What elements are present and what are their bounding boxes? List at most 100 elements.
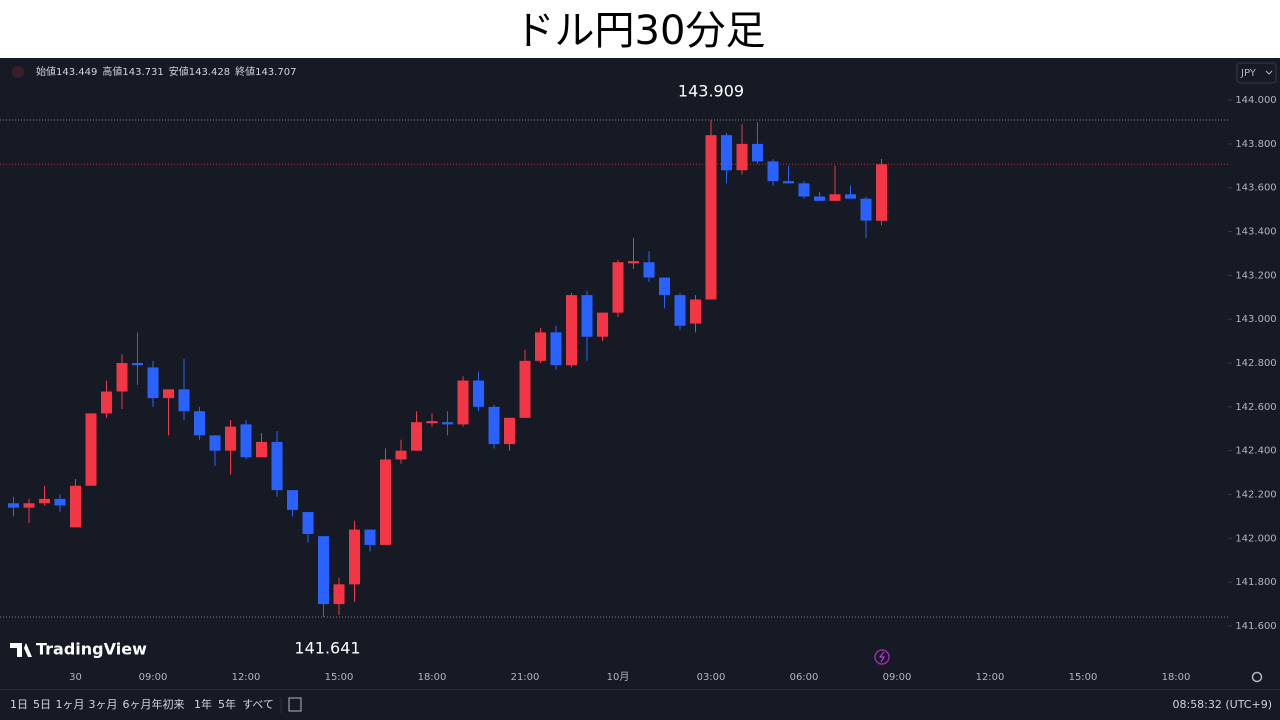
x-tick-label: 30	[69, 672, 82, 683]
candle-body	[519, 360, 531, 418]
candle-body	[690, 299, 701, 324]
y-tick-label: 143.800	[1235, 139, 1276, 150]
legend-value: 143.449	[56, 67, 97, 78]
candle-body	[674, 295, 686, 326]
candle-body	[643, 262, 655, 278]
candle-body	[8, 503, 19, 508]
candle-body	[23, 503, 35, 508]
candle-body	[101, 391, 112, 414]
candle-body	[442, 422, 453, 425]
range-button[interactable]: 年初来	[152, 697, 185, 711]
legend-label: 終値	[235, 65, 255, 78]
x-tick-label: 18:00	[1162, 672, 1191, 683]
candle-body	[178, 389, 190, 412]
chart-background	[0, 58, 1280, 720]
y-tick-label: 142.200	[1235, 490, 1276, 501]
candle-body	[705, 135, 717, 300]
candle-body	[628, 261, 639, 264]
candle-body	[473, 380, 484, 407]
candle-body	[767, 161, 779, 182]
candle-body	[814, 196, 825, 201]
y-tick-label: 142.400	[1235, 446, 1276, 457]
legend-label: 安値	[169, 65, 189, 78]
candle-body	[612, 262, 624, 313]
candle-body	[163, 389, 174, 399]
currency-caret	[1265, 70, 1273, 75]
x-tick-label: 09:00	[883, 672, 912, 683]
candle-body	[783, 181, 794, 184]
candle-body	[860, 198, 872, 221]
low-label: 141.641	[294, 639, 360, 658]
x-tick-label: 12:00	[232, 672, 261, 683]
candle-body	[876, 164, 887, 221]
legend-value: 143.428	[189, 67, 230, 78]
candle-body	[411, 422, 422, 451]
y-tick-label: 142.000	[1235, 533, 1276, 544]
x-tick-label: 15:00	[325, 672, 354, 683]
candle-body	[845, 194, 856, 199]
candle-body	[116, 363, 128, 392]
candle-body	[287, 490, 298, 510]
candle-body	[147, 367, 159, 399]
legend-label: 高値	[102, 65, 122, 78]
candle-body	[209, 435, 221, 451]
candle-body	[550, 332, 562, 366]
settings-icon[interactable]	[1251, 671, 1263, 683]
candle-body	[70, 485, 81, 528]
candle-body	[504, 417, 515, 445]
legend-value: 143.731	[122, 67, 163, 78]
candle-body	[566, 295, 577, 366]
x-tick-label: 10月	[607, 671, 630, 683]
high-label: 143.909	[678, 82, 744, 101]
candle-body	[535, 332, 546, 361]
range-button[interactable]: 5日	[33, 698, 51, 711]
date-range-icon[interactable]	[288, 697, 302, 712]
range-button[interactable]: 1年	[194, 697, 212, 711]
range-button[interactable]: 5年	[218, 697, 236, 711]
y-tick-label: 143.600	[1235, 183, 1276, 194]
candle-body	[457, 380, 469, 425]
currency[interactable]: JPY	[1240, 68, 1257, 79]
alert-icon[interactable]	[874, 649, 890, 665]
clock: 08:58:32 (UTC+9)	[1172, 698, 1272, 711]
candle-body	[240, 424, 252, 458]
range-button[interactable]: 3ヶ月	[89, 698, 118, 711]
candle-body	[333, 584, 345, 605]
candle-body	[271, 441, 283, 491]
x-tick-label: 12:00	[976, 672, 1005, 683]
candle-body	[659, 277, 670, 296]
y-tick-label: 143.000	[1235, 314, 1276, 325]
candle-body	[349, 529, 360, 585]
y-tick-label: 143.400	[1235, 227, 1276, 238]
candle-body	[364, 529, 376, 545]
title-band	[0, 0, 1280, 58]
y-tick-label: 142.800	[1235, 358, 1276, 369]
x-tick-label: 09:00	[139, 672, 168, 683]
candle-body	[395, 450, 407, 460]
range-button[interactable]: 1ヶ月	[56, 698, 85, 711]
chart-title: ドル円30分足	[515, 8, 766, 54]
range-button[interactable]: すべて	[242, 698, 274, 711]
currency-box[interactable]	[1236, 62, 1277, 84]
x-tick-label: 06:00	[790, 672, 819, 683]
candle-body	[721, 135, 732, 171]
x-tick-label: 03:00	[697, 672, 726, 683]
alert-bolt	[878, 651, 885, 663]
logo: TradingView	[36, 640, 147, 659]
range-button[interactable]: 6ヶ月	[123, 698, 152, 711]
y-tick-label: 143.200	[1235, 270, 1276, 281]
candle-body	[54, 498, 66, 506]
y-tick-label: 144.000	[1235, 95, 1276, 106]
candle-body	[581, 295, 593, 337]
candle-body	[597, 312, 608, 337]
range-button[interactable]: 1日	[10, 698, 28, 711]
candle-body	[39, 498, 50, 504]
y-tick-label: 142.600	[1235, 402, 1276, 413]
logo-icon	[10, 643, 32, 657]
y-tick-label: 141.800	[1235, 577, 1276, 588]
candle-body	[488, 406, 500, 445]
candle-body	[256, 441, 267, 458]
candle-body	[829, 194, 841, 201]
